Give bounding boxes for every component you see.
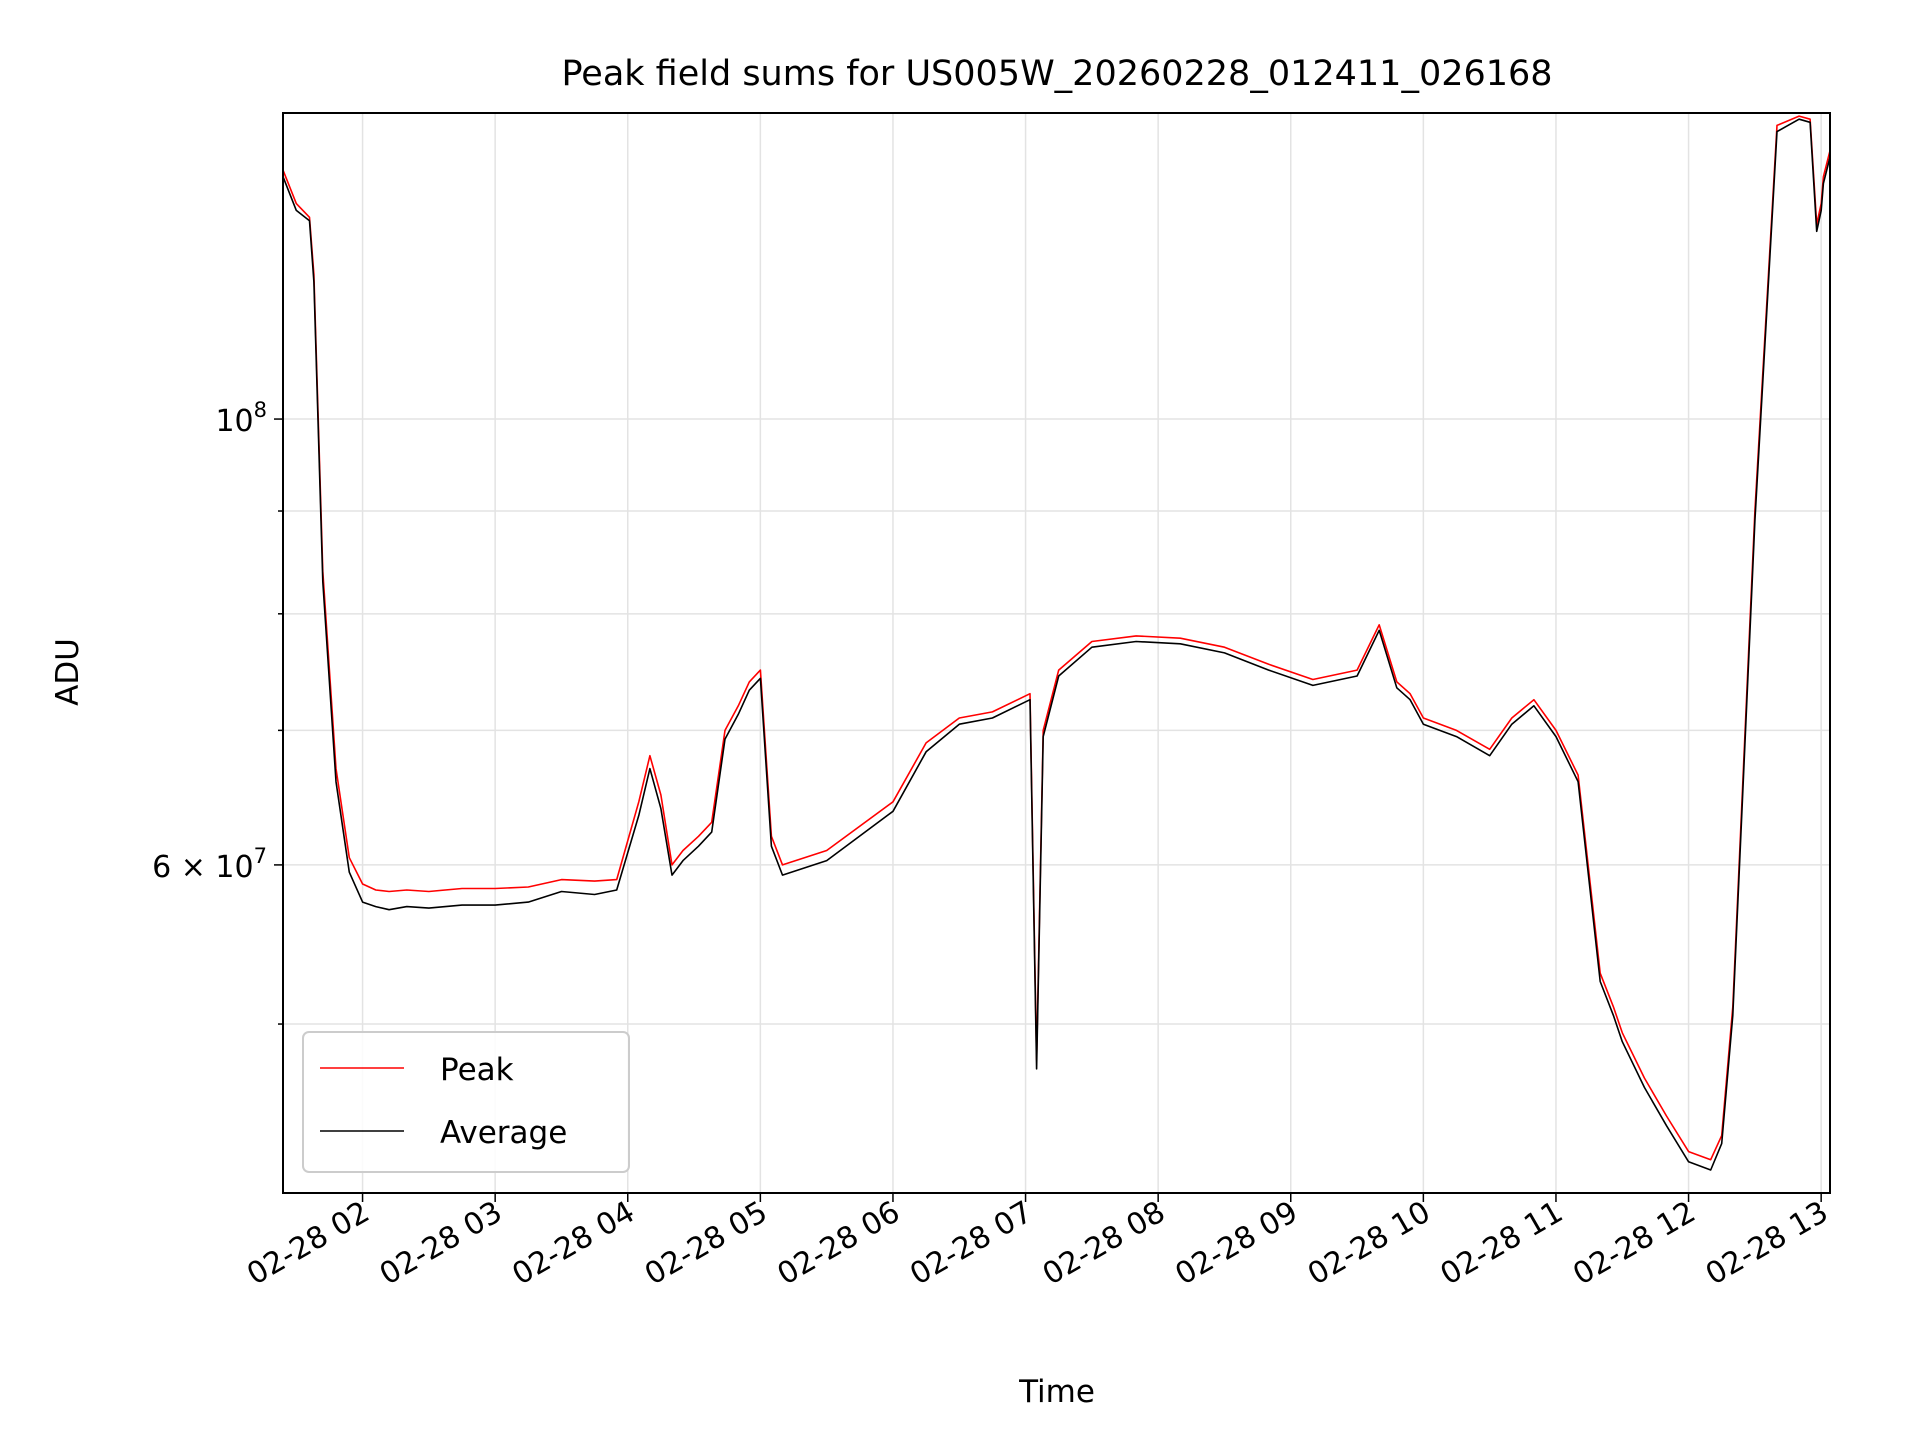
y-tick-label: 6 × 107	[152, 844, 267, 885]
x-axis-label: Time	[1018, 1374, 1095, 1410]
legend-label-average: Average	[440, 1115, 567, 1151]
y-axis-label: ADU	[50, 638, 86, 706]
plot-series	[283, 115, 1830, 1171]
chart-title: Peak field sums for US005W_20260228_0124…	[561, 54, 1552, 94]
legend-label-peak: Peak	[440, 1052, 514, 1088]
y-axis-ticks: 108 6 × 107	[152, 398, 283, 1025]
legend-box	[302, 1031, 630, 1173]
series-line-average	[283, 118, 1830, 1171]
y-tick-label: 108	[215, 398, 267, 439]
grid	[283, 113, 1830, 1193]
plot-frame	[282, 112, 1831, 1194]
legend: Peak Average	[302, 1031, 630, 1173]
